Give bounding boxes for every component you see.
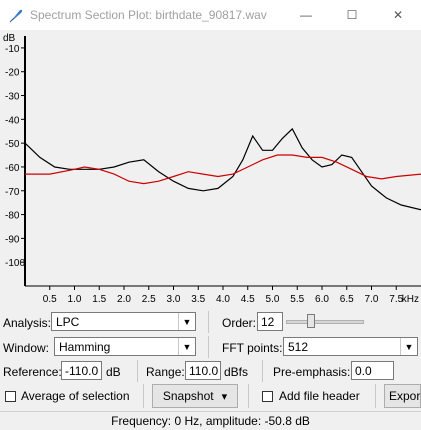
x-tick-label: 2.0: [117, 294, 131, 305]
x-tick-label: 3.5: [191, 294, 205, 305]
window-title: Spectrum Section Plot: birthdate_90817.w…: [30, 8, 267, 22]
window-select[interactable]: Hamming ▼: [54, 337, 196, 356]
y-tick-label: -80: [5, 211, 20, 222]
pre-emphasis-field[interactable]: 0.0: [351, 361, 394, 380]
separator: [262, 360, 263, 382]
app-feather-icon: [9, 9, 23, 23]
x-tick-label: 0.5: [43, 294, 57, 305]
range-value: 110.0: [189, 364, 219, 378]
spectrum-series-line: [24, 127, 421, 211]
snapshot-button[interactable]: Snapshot ▾: [152, 384, 238, 408]
order-value: 12: [261, 315, 275, 329]
export-button[interactable]: Expor: [384, 384, 421, 408]
fft-points-label: FFT points:: [222, 341, 283, 355]
analysis-value: LPC: [56, 315, 80, 329]
range-field[interactable]: 110.0: [185, 361, 221, 380]
title-bar[interactable]: Spectrum Section Plot: birthdate_90817.w…: [0, 0, 421, 30]
status-bar: Frequency: 0 Hz, amplitude: -50.8 dB: [0, 411, 421, 430]
x-tick-label: 6.0: [315, 294, 329, 305]
x-tick-label: 1.5: [92, 294, 106, 305]
minimize-button[interactable]: —: [283, 0, 329, 30]
caret-down-icon: ▾: [221, 390, 228, 403]
y-tick-label: -40: [5, 115, 20, 126]
window-value: Hamming: [59, 340, 111, 354]
range-unit: dBfs: [224, 365, 249, 379]
maximize-icon: ☐: [346, 8, 358, 22]
separator: [208, 336, 209, 358]
y-tick-label: -30: [5, 92, 20, 103]
separator: [208, 311, 209, 333]
x-tick-label: 7.5: [389, 294, 403, 305]
x-tick-label: 7.0: [365, 294, 379, 305]
spectrum-chart[interactable]: dB-10 -20 -30 -40 -50 -60 -70 -80 -90 -100 0.5 1.0 1…: [0, 30, 421, 311]
average-selection-label: Average of selection: [21, 389, 130, 403]
x-tick-label: 1.0: [68, 294, 82, 305]
chevron-down-icon: ▼: [178, 338, 195, 355]
x-tick-label: 5.0: [266, 294, 280, 305]
fft-points-select[interactable]: 512 ▼: [283, 337, 418, 356]
separator: [143, 384, 144, 408]
plot-background: [25, 36, 421, 286]
separator: [137, 360, 138, 382]
y-axis-unit-label: dB: [3, 33, 16, 44]
chevron-down-icon: ▼: [400, 338, 417, 355]
x-tick-label: 6.5: [340, 294, 354, 305]
order-slider-track[interactable]: [286, 320, 364, 324]
analysis-select[interactable]: LPC ▼: [51, 312, 196, 331]
x-tick-label: 5.5: [290, 294, 304, 305]
y-tick-label: -10: [5, 44, 20, 55]
y-tick-label: -60: [5, 163, 20, 174]
chevron-down-icon: ▼: [178, 313, 195, 330]
reference-unit: dB: [106, 365, 121, 379]
separator: [248, 384, 249, 408]
lpc-envelope-series-line: [25, 154, 421, 185]
order-label: Order:: [222, 316, 257, 330]
export-label: Expor: [389, 389, 421, 403]
pre-emphasis-label: Pre-emphasis:: [273, 365, 351, 379]
add-file-header-label: Add file header: [279, 389, 360, 403]
pre-emphasis-value: 0.0: [355, 364, 372, 378]
y-tick-label: -50: [5, 139, 20, 150]
average-selection-checkbox[interactable]: [5, 391, 16, 402]
order-field[interactable]: 12: [257, 312, 283, 331]
range-label: Range:: [146, 365, 185, 379]
reference-field[interactable]: -110.0: [61, 361, 102, 380]
x-tick-label: 3.0: [167, 294, 181, 305]
add-file-header-checkbox[interactable]: [262, 391, 273, 402]
spectrum-plot[interactable]: dB -10 -20 -30 -40 -50 -60 -70 -80 -90 -100 0.5 1.0 1…: [0, 30, 421, 311]
order-slider-handle[interactable]: [307, 314, 316, 328]
y-tick-label: -100: [5, 258, 25, 269]
y-tick-label: -20: [5, 68, 20, 79]
x-axis-unit-label: kHz: [402, 294, 419, 305]
close-button[interactable]: ✕: [375, 0, 421, 30]
close-icon: ✕: [392, 8, 404, 22]
reference-value: -110.0: [65, 364, 99, 378]
analysis-label: Analysis:: [3, 316, 52, 330]
reference-label: Reference:: [3, 365, 62, 379]
y-tick-label: -70: [5, 187, 20, 198]
minimize-icon: —: [300, 8, 312, 22]
window-label: Window:: [3, 341, 50, 355]
y-tick-label: -90: [5, 234, 20, 245]
separator: [375, 384, 376, 408]
fft-points-value: 512: [288, 340, 309, 354]
x-tick-label: 2.5: [142, 294, 156, 305]
x-tick-label: 4.5: [241, 294, 255, 305]
maximize-button[interactable]: ☐: [329, 0, 375, 30]
snapshot-label: Snapshot: [162, 389, 214, 403]
status-text: Frequency: 0 Hz, amplitude: -50.8 dB: [111, 414, 310, 428]
x-tick-label: 4.0: [216, 294, 230, 305]
